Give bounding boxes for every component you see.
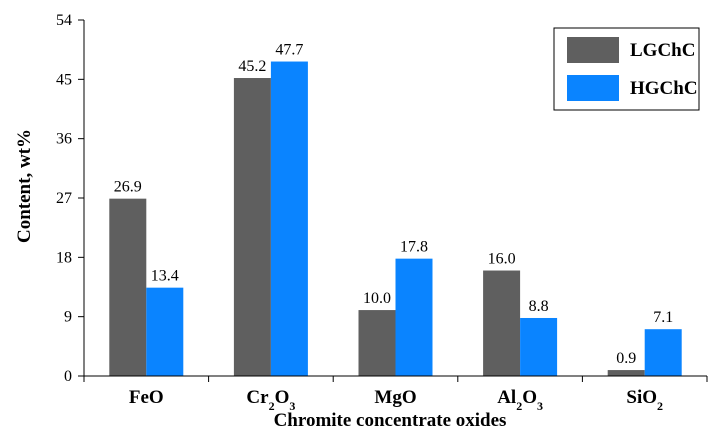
data-label: 7.1 <box>653 309 673 326</box>
bar-lgchc <box>358 310 396 376</box>
legend: LGChC HGChC <box>553 27 700 111</box>
legend-swatch-lgchc <box>567 37 619 63</box>
bar-hgchc <box>395 258 433 376</box>
y-tick-label: 0 <box>64 368 72 385</box>
bar-hgchc <box>644 329 682 376</box>
data-label: 17.8 <box>400 239 428 256</box>
bar-lgchc <box>109 198 147 376</box>
y-tick-label: 27 <box>56 190 72 207</box>
data-label: 8.8 <box>529 298 549 315</box>
data-label: 47.7 <box>275 42 303 59</box>
bar-hgchc <box>270 61 308 377</box>
y-tick-label: 54 <box>56 12 72 29</box>
bars <box>109 61 682 377</box>
bar-lgchc <box>483 270 521 376</box>
data-label: 45.2 <box>238 58 266 75</box>
data-label: 0.9 <box>616 350 636 367</box>
bar-lgchc <box>607 370 645 376</box>
y-axis-ticks: 0 9 18 27 36 45 54 <box>56 12 84 385</box>
data-label: 10.0 <box>363 290 391 307</box>
y-tick-label: 18 <box>56 249 72 266</box>
legend-label-hgchc: HGChC <box>630 78 698 99</box>
x-category-label: MgO <box>374 387 416 408</box>
data-label: 13.4 <box>151 268 179 285</box>
legend-swatch-hgchc <box>567 75 619 101</box>
x-category-label: FeO <box>129 387 164 408</box>
x-axis-title: Chromite concentrate oxides <box>274 410 507 431</box>
legend-label-lgchc: LGChC <box>630 40 695 61</box>
data-labels: 26.9 45.2 10.0 16.0 0.9 13.4 47.7 17.8 8.8 7.1 <box>114 42 673 368</box>
bar-hgchc <box>520 317 558 376</box>
x-axis-categories: FeO Cr2O3 MgO Al2O3 SiO2 <box>83 376 708 413</box>
y-tick-label: 36 <box>56 131 72 148</box>
x-category-label: Al2O3 <box>497 387 543 413</box>
y-axis-title: Content, wt% <box>14 129 35 243</box>
data-label: 16.0 <box>488 251 516 268</box>
bar-lgchc <box>233 78 271 376</box>
y-tick-label: 9 <box>64 309 72 326</box>
x-category-label: Cr2O3 <box>246 387 295 413</box>
y-tick-label: 45 <box>56 71 72 88</box>
data-label: 26.9 <box>114 179 142 196</box>
x-category-label: SiO2 <box>626 387 663 413</box>
bar-hgchc <box>146 287 184 376</box>
